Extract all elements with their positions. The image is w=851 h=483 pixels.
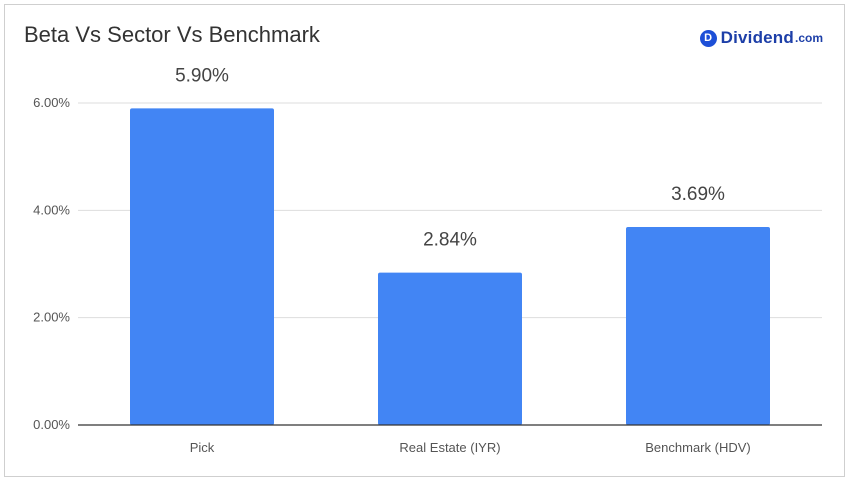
dividend-logo[interactable]: D Dividend .com (699, 28, 823, 48)
y-tick-label: 6.00% (33, 95, 70, 110)
bar-value-label: 5.90% (175, 65, 229, 86)
logo-wordmark: Dividend (720, 28, 794, 47)
x-tick-label: Pick (190, 440, 215, 455)
y-tick-label: 4.00% (33, 202, 70, 217)
y-tick-label: 2.00% (33, 310, 70, 325)
bar-value-label: 3.69% (671, 184, 725, 205)
x-tick-label: Benchmark (HDV) (645, 440, 750, 455)
bar (130, 108, 274, 425)
bar-value-label: 2.84% (423, 230, 477, 251)
y-tick-label: 0.00% (33, 417, 70, 432)
x-tick-label: Real Estate (IYR) (399, 440, 500, 455)
bar (626, 226, 770, 425)
bar (378, 272, 522, 425)
logo-domain-suffix: .com (794, 31, 823, 45)
chart-title: Beta Vs Sector Vs Benchmark (24, 22, 320, 47)
dividend-logo-icon: D (699, 29, 717, 47)
